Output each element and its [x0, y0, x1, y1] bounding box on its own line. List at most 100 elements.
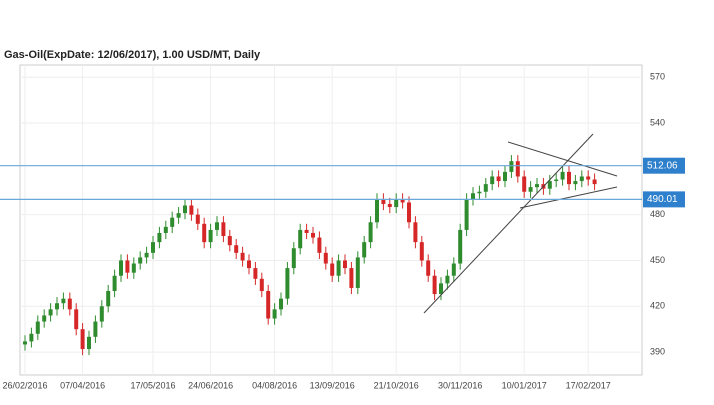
candle-body: [503, 171, 507, 182]
trend-line: [507, 141, 618, 177]
y-tick-label: 480: [650, 209, 665, 219]
candle-body: [311, 232, 315, 238]
x-tick-label: 13/09/2016: [310, 380, 355, 390]
candle-body: [221, 222, 226, 237]
candle-body: [67, 298, 72, 310]
candle-body: [432, 275, 437, 295]
trend-line: [519, 186, 618, 209]
candle-body: [253, 268, 258, 279]
x-tick-label: 21/10/2016: [374, 380, 419, 390]
candle-body: [509, 161, 514, 172]
plot-frame: [19, 64, 643, 376]
trend-line: [423, 133, 594, 314]
candle-body: [23, 341, 27, 345]
candle-body: [195, 214, 200, 224]
candle-body: [477, 191, 482, 194]
candle-body: [208, 229, 213, 243]
x-tick-label: 30/11/2016: [438, 380, 482, 390]
candle-body: [567, 171, 571, 185]
candle-body: [170, 217, 175, 227]
candle-body: [234, 245, 239, 253]
candle-body: [291, 248, 296, 269]
candle-body: [93, 321, 98, 337]
candle-body: [35, 321, 40, 334]
candle-body: [131, 263, 136, 273]
candle-body: [266, 291, 271, 319]
candle-body: [426, 260, 431, 276]
candle-body: [343, 260, 347, 269]
candle-body: [29, 333, 34, 342]
candle-body: [592, 179, 597, 185]
candle-body: [99, 306, 104, 322]
candle-body: [445, 275, 450, 284]
candle-body: [163, 226, 168, 233]
level-label-box: [643, 191, 685, 208]
candle-body: [586, 176, 591, 180]
candle-body: [247, 260, 251, 269]
y-tick-label: 420: [650, 301, 665, 311]
candle-body: [381, 199, 386, 204]
candle-body: [285, 268, 290, 299]
candle-body: [259, 278, 264, 292]
level-label: 490.01: [647, 194, 678, 205]
candle-body: [362, 242, 367, 258]
candle-body: [554, 179, 559, 182]
candle-body: [349, 268, 354, 288]
candle-body: [471, 193, 475, 200]
candle-body: [183, 205, 187, 214]
x-tick-label: 17/02/2017: [566, 380, 611, 390]
candle-body: [317, 237, 322, 253]
candle-body: [483, 184, 488, 192]
candle-body: [394, 199, 399, 208]
candle-body: [464, 199, 469, 230]
candle-body: [387, 203, 392, 208]
candle-body: [451, 263, 456, 276]
candle-body: [151, 242, 155, 253]
candle-body: [419, 242, 424, 261]
candle-body: [323, 252, 328, 264]
x-tick-label: 04/08/2016: [252, 380, 297, 390]
candle-body: [573, 181, 578, 185]
candle-body: [42, 315, 47, 322]
candle-body: [48, 309, 53, 316]
candle-body: [240, 252, 245, 261]
candle-body: [80, 329, 85, 350]
x-tick-label: 10/01/2017: [502, 380, 547, 390]
candle-body: [355, 257, 360, 288]
candle-body: [298, 229, 303, 249]
level-label: 512.06: [647, 160, 678, 171]
candle-body: [202, 223, 207, 243]
x-tick-label: 17/05/2016: [130, 380, 175, 390]
candle-body: [400, 199, 405, 203]
candle-body: [157, 232, 162, 243]
candle-body: [336, 260, 341, 276]
candle-body: [176, 213, 181, 218]
candle-body: [515, 161, 520, 177]
candle-body: [55, 303, 59, 310]
candle-body: [496, 176, 501, 182]
candle-body: [227, 236, 232, 246]
candle-body: [439, 283, 443, 295]
x-tick-label: 07/04/2016: [60, 380, 105, 390]
trend-lines: [423, 133, 618, 314]
y-tick-label: 390: [650, 346, 665, 356]
candle-body: [125, 260, 130, 273]
candle-body: [215, 222, 219, 230]
candle-body: [368, 222, 373, 243]
x-tick-label: 26/02/2016: [2, 380, 47, 390]
candle-body: [106, 291, 111, 307]
candle-body: [138, 257, 143, 264]
candle-body: [522, 176, 527, 192]
y-tick-label: 450: [650, 255, 665, 265]
candle-body: [74, 309, 79, 330]
candle-body: [535, 184, 539, 188]
candle-body: [413, 222, 418, 243]
y-tick-label: 570: [650, 72, 665, 82]
candle-body: [490, 176, 495, 185]
candle-body: [375, 199, 379, 223]
level-label-box: [643, 157, 685, 174]
candle-body: [579, 176, 584, 182]
candle-body: [560, 171, 565, 180]
candle-body: [407, 202, 411, 223]
